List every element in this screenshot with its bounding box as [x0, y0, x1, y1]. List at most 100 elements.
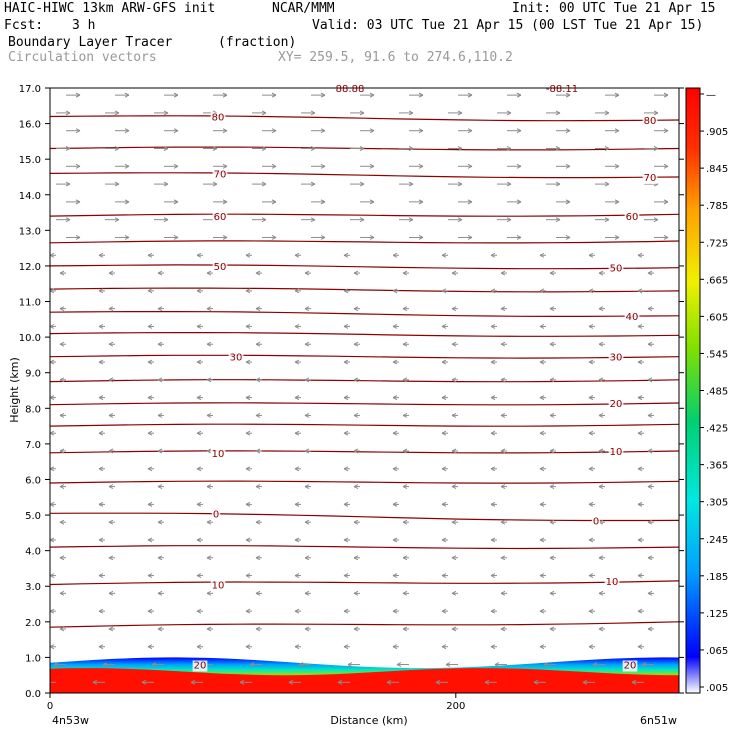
vector-arrowhead: [147, 395, 153, 401]
vector-arrowhead: [157, 448, 163, 454]
contour-label-bg: [642, 116, 658, 128]
vector-arrowhead: [59, 448, 65, 454]
vector-arrowhead: [271, 235, 277, 240]
vector-arrowhead: [359, 181, 365, 187]
vector-arrowhead: [598, 626, 604, 632]
vector-arrowhead: [637, 501, 643, 507]
vector-arrowhead: [163, 110, 169, 116]
contour-label-bg: [210, 448, 226, 460]
vector-arrowhead: [245, 395, 251, 401]
y-axis-label: Height (km): [8, 357, 21, 423]
vector-arrowhead: [539, 323, 545, 329]
vector-arrowhead: [151, 662, 157, 667]
vector-arrowhead: [647, 377, 653, 383]
vector-arrowhead: [212, 181, 218, 187]
vector-arrowhead: [255, 555, 261, 561]
tracer-field: [50, 657, 679, 693]
contour-label: 40: [626, 312, 639, 323]
contour-line: [50, 354, 679, 359]
y-tick-label: 4.0: [25, 547, 41, 558]
vector-arrowhead: [59, 484, 65, 490]
vector-arrowhead: [418, 199, 424, 205]
field-name: Boundary Layer Tracer: [8, 35, 173, 50]
vector-arrowhead: [506, 217, 512, 223]
top-contour-label: 88.88: [336, 84, 365, 95]
vector-arrowhead: [516, 92, 522, 98]
vector-arrowhead: [604, 181, 610, 187]
vector-arrowhead: [114, 181, 120, 187]
vector-arrowhead: [50, 608, 55, 614]
vector-arrowhead: [516, 128, 522, 134]
vector-arrowhead: [157, 519, 163, 525]
vector-arrowhead: [304, 270, 310, 276]
vector-arrowhead: [445, 662, 451, 667]
vector-arrowhead: [206, 519, 212, 525]
init-time: Init: 00 UTC Tue 21 Apr 15: [512, 1, 716, 16]
contour-line: [50, 264, 679, 270]
contour-line: [50, 379, 679, 383]
contour-label: 80: [212, 112, 225, 123]
vector-arrowhead: [343, 430, 349, 436]
vector-arrowhead: [451, 270, 457, 276]
vector-arrowhead: [588, 537, 594, 543]
vector-arrowhead: [147, 608, 153, 614]
vector-arrowhead: [196, 323, 202, 329]
vector-arrowhead: [604, 217, 610, 223]
vector-arrowhead: [173, 235, 179, 240]
vector-arrowhead: [451, 590, 457, 596]
vector-arrowhead: [539, 430, 545, 436]
vector-arrowhead: [441, 573, 447, 579]
y-tick-label: 2.0: [25, 618, 41, 629]
contour-line: [50, 512, 679, 522]
vector-arrowhead: [451, 306, 457, 312]
vector-arrowhead: [343, 323, 349, 329]
vector-arrowhead: [50, 323, 55, 329]
vector-arrowhead: [157, 590, 163, 596]
vector-arrowhead: [271, 128, 277, 134]
vector-arrowhead: [294, 608, 300, 614]
x-tick-label: 0: [47, 701, 53, 712]
vector-arrowhead: [500, 412, 506, 418]
y-tick-label: 10.0: [19, 333, 41, 344]
vector-arrowhead: [343, 608, 349, 614]
vector-arrowhead: [50, 288, 55, 294]
vector-arrowhead: [239, 679, 245, 685]
vector-arrowhead: [392, 430, 398, 436]
contour-line: [50, 580, 679, 586]
vector-arrowhead: [196, 430, 202, 436]
vector-arrowhead: [490, 501, 496, 507]
vector-arrowhead: [147, 430, 153, 436]
vector-arrowhead: [50, 501, 55, 507]
vector-arrowhead: [353, 412, 359, 418]
vector-arrowhead: [304, 377, 310, 383]
vector-arrowhead: [441, 644, 447, 650]
vector-arrowhead: [173, 92, 179, 98]
contour-label-bg: [228, 352, 244, 364]
contour-label: 70: [214, 169, 227, 180]
y-tick-label: 16.0: [19, 120, 41, 131]
vector-arrowhead: [500, 306, 506, 312]
vector-arrowhead: [206, 626, 212, 632]
vector-arrowhead: [196, 608, 202, 614]
vector-arrowhead: [565, 92, 571, 98]
colorbar-label: .365: [706, 461, 728, 472]
vector-arrowhead: [261, 181, 267, 187]
vector-arrowhead: [343, 252, 349, 258]
vector-arrowhead: [588, 252, 594, 258]
y-tick-label: 8.0: [25, 404, 41, 415]
vector-arrowhead: [539, 359, 545, 365]
vector-arrowhead: [245, 359, 251, 365]
vector-arrowhead: [549, 412, 555, 418]
vector-arrowhead: [310, 181, 316, 187]
vector-arrowhead: [245, 573, 251, 579]
vector-arrowhead: [441, 501, 447, 507]
vector-arrowhead: [565, 128, 571, 134]
vector-arrowhead: [108, 626, 114, 632]
vector-arrowhead: [359, 217, 365, 223]
vector-arrowhead: [255, 412, 261, 418]
vector-arrowhead: [65, 110, 71, 116]
vector-arrowhead: [294, 395, 300, 401]
vector-arrowhead: [555, 217, 561, 223]
contour-labels: 80 80 70 70 60 60 50 50 40 30 30 20 10 10 0 0 10 10 20 20 88…: [192, 84, 658, 672]
vector-arrowhead: [98, 501, 104, 507]
